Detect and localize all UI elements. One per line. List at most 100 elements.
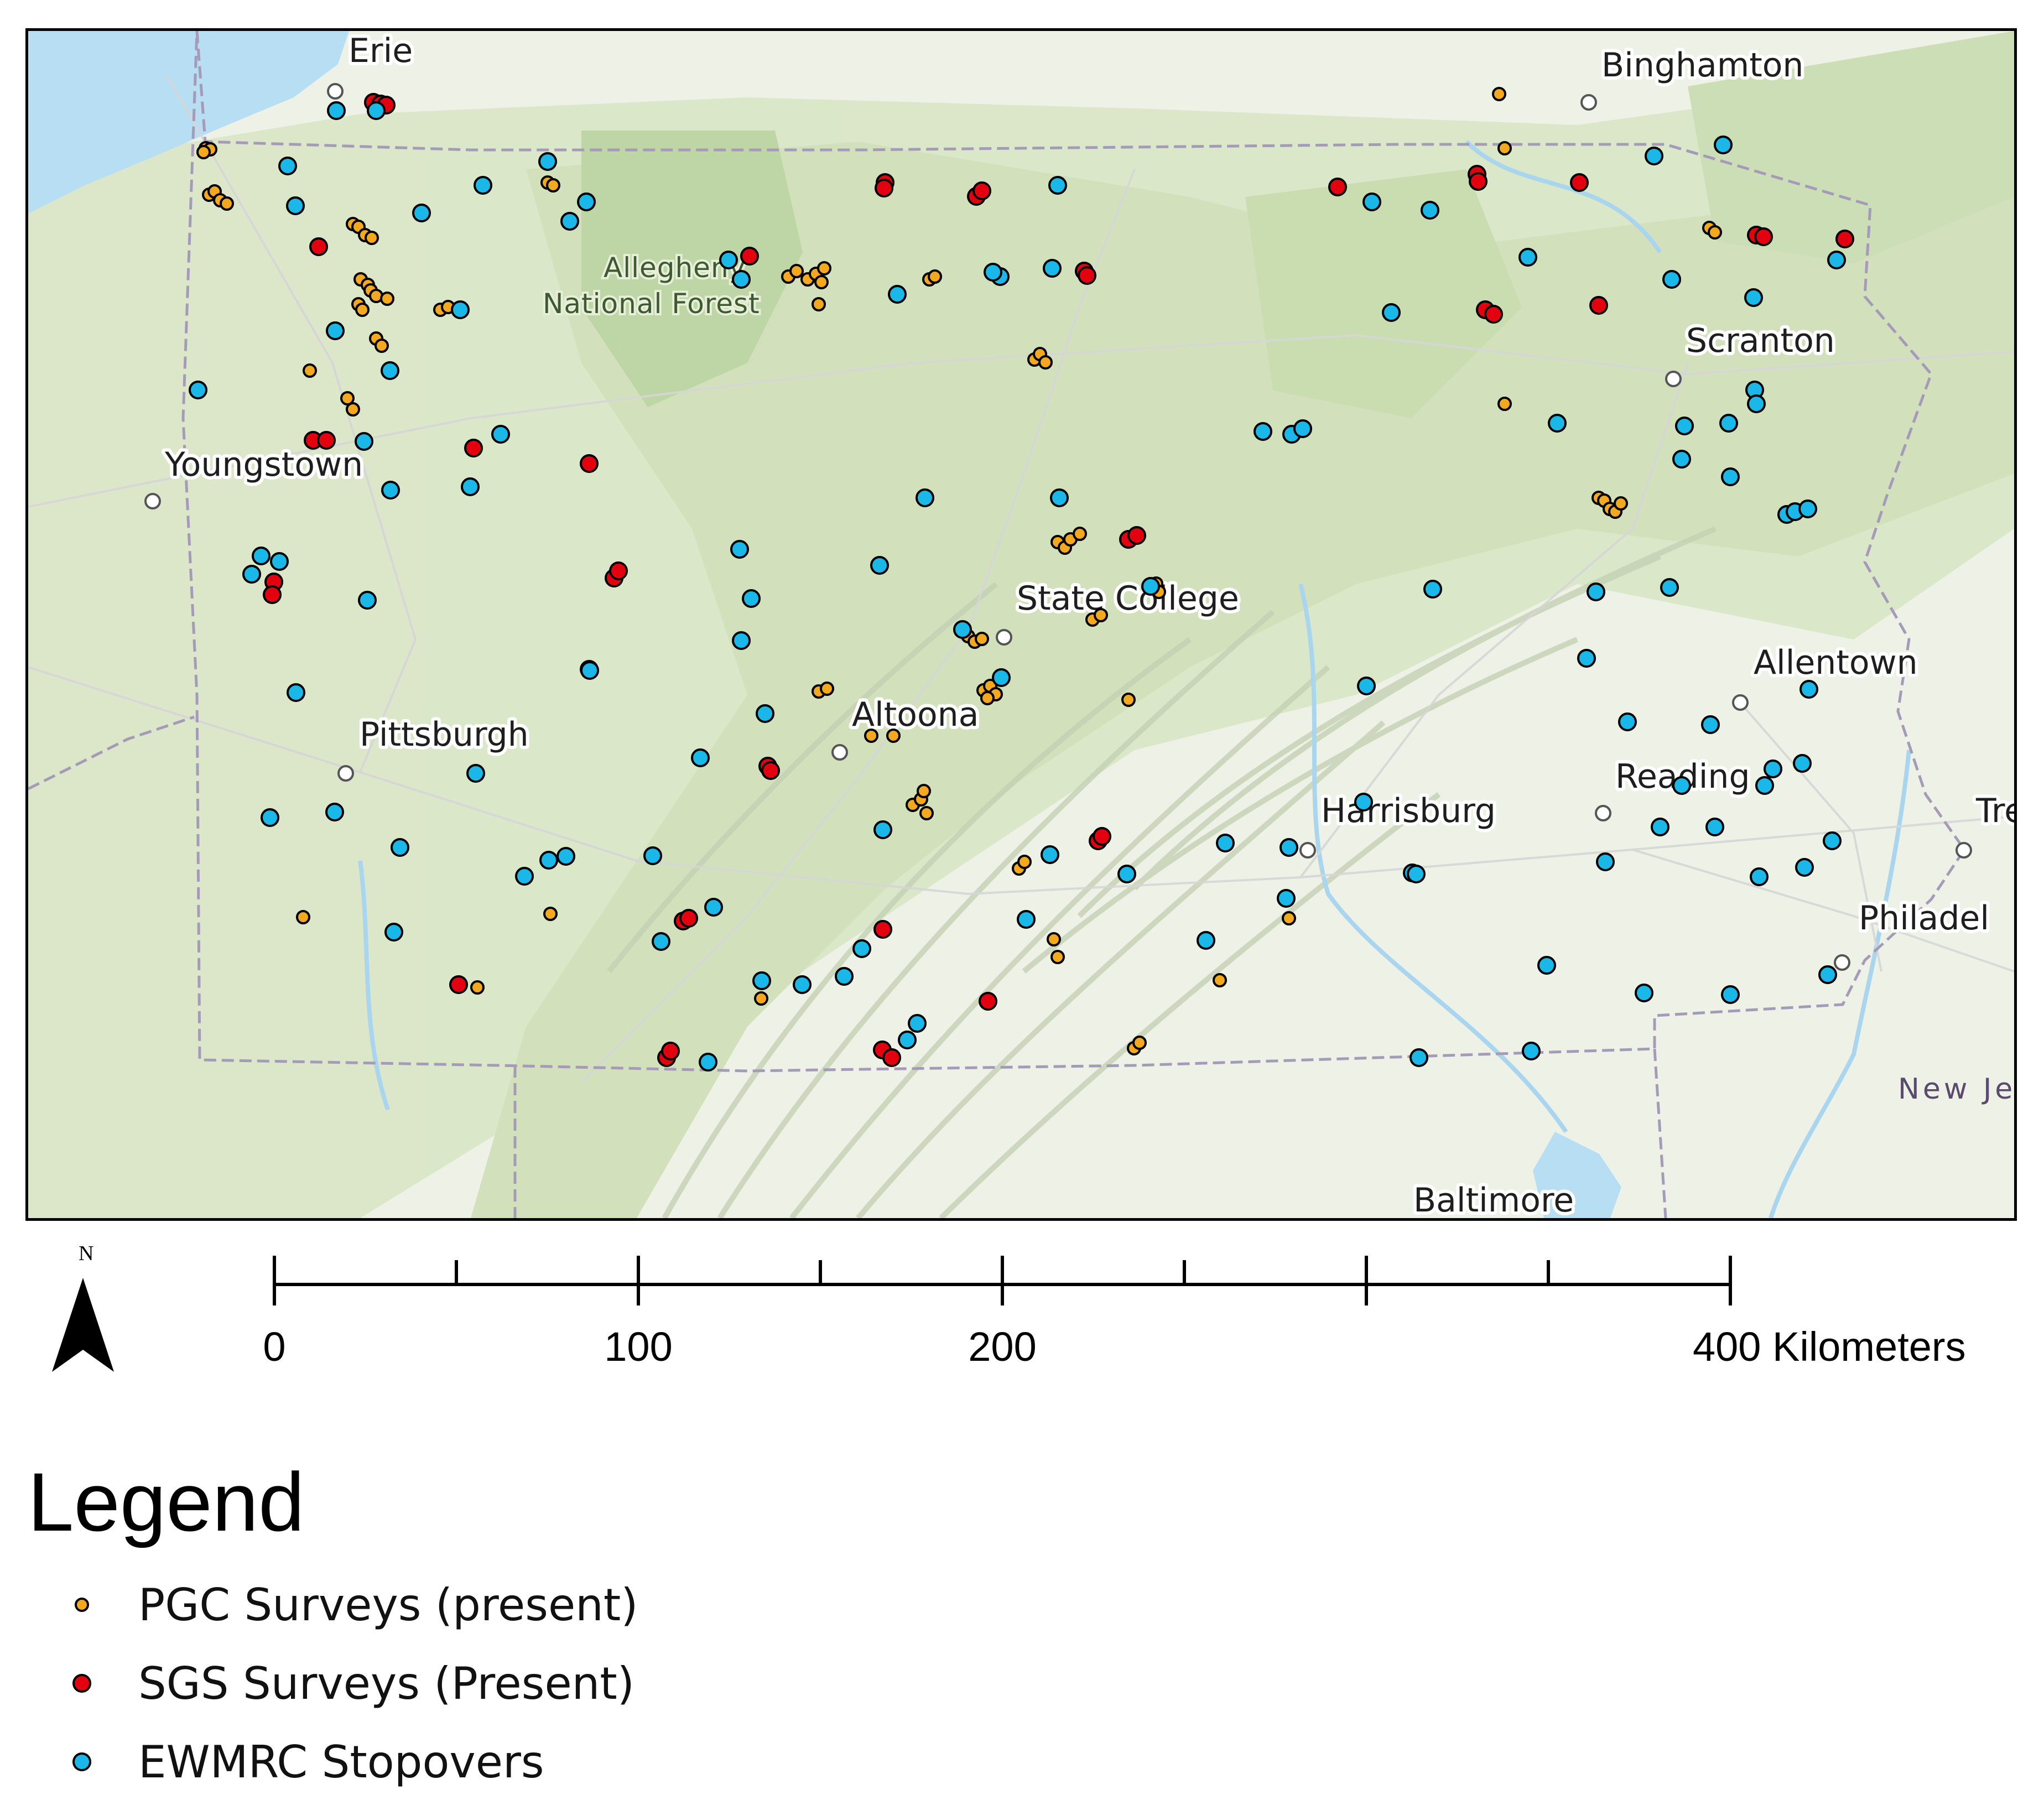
ewmrc-point [643,846,662,865]
ewmrc-point [1755,776,1774,795]
sgs-point [679,909,698,928]
ewmrc-point [474,176,492,195]
pgc-point [928,269,942,284]
ewmrc-point [1675,417,1694,435]
pgc-point [1213,973,1227,987]
city-label-pittsburgh: Pittsburgh [360,715,529,754]
ewmrc-point [270,552,289,571]
ewmrc-point [1354,793,1373,812]
state-label: New Jer [1898,1073,2014,1106]
pgc-point [1047,932,1061,946]
ewmrc-point [852,939,871,958]
rivers [358,140,1911,1218]
sgs-point [661,1042,680,1060]
ewmrc-point [1382,303,1401,322]
ewmrc-point [953,620,972,639]
ewmrc-point [652,932,670,951]
sgs-point [873,920,892,939]
pgc-point [1094,608,1108,622]
ewmrc-point [732,631,751,650]
ewmrc-point [560,212,579,231]
ewmrc-point [384,923,403,941]
ewmrc-point [391,838,409,857]
ewmrc-point [355,432,373,451]
ewmrc-point [278,157,297,175]
ewmrc-point [742,589,761,608]
ewmrc-point [1421,201,1439,220]
city-label-binghamton: Binghamton [1601,46,1803,85]
ewmrc-point [1293,419,1312,438]
ewmrc-point [732,270,751,289]
sgs-point [1754,227,1773,246]
pgc-point [814,275,829,289]
legend-item-ewmrc: EWMRC Stopovers [28,1723,638,1801]
sgs-point [1570,173,1589,192]
ewmrc-point [252,547,271,565]
ewmrc-point [461,477,480,496]
ewmrc-point [873,820,892,839]
pgc-point [975,632,989,646]
pgc-point [375,339,389,353]
pgc-point [1073,527,1087,541]
ewmrc-point [1662,270,1681,289]
ridge-layer [607,526,1717,1218]
pgc-point [303,363,317,378]
sgs-point [309,237,328,256]
legend-label-sgs: SGS Surveys (Present) [138,1657,634,1709]
ewmrc-point [752,971,771,990]
sgs-point [1835,230,1854,248]
ewmrc-point [793,975,812,994]
sgs-point [1127,526,1146,545]
city-marker-state-college [996,629,1012,646]
ewmrc-point [1719,414,1738,433]
ewmrc-point [381,481,400,500]
pgc-point [1121,693,1136,707]
pgc-point [365,231,379,245]
scale-label-0: 0 [263,1324,285,1370]
ewmrc-point [908,1014,927,1033]
pgc-point [1614,496,1628,511]
ewmrc-point [556,847,575,866]
ewmrc-point [1672,450,1691,469]
chesapeake-bay [1533,1132,1621,1218]
ewmrc-point [1197,931,1215,950]
sgs-point [580,454,599,473]
sgs-point [317,431,336,450]
city-label-philadel: Philadel [1859,899,1989,938]
city-marker-altoona [831,744,848,761]
sgs-point [449,975,468,994]
ewmrc-point [1141,577,1160,596]
pgc-point [1132,1036,1147,1050]
ewmrc-point [1043,259,1062,278]
ewmrc-point [358,591,377,610]
legend-title: Legend [28,1455,305,1548]
pgc-point [1038,355,1053,370]
city-marker-reading [1595,805,1611,821]
city-label-state-college: State College [1017,579,1239,618]
ewmrc-point [1518,248,1537,267]
city-marker-erie [327,83,344,100]
ewmrc-point [515,867,534,886]
ewmrc-point [326,321,345,340]
ewmrc-point [1522,1042,1541,1060]
ewmrc-point [1277,889,1296,908]
ewmrc-point [1635,984,1653,1002]
ewmrc-point [1041,845,1059,864]
city-marker-tre [1955,842,1972,859]
ewmrc-point [1645,147,1663,165]
legend-item-sgs: SGS Surveys (Present) [28,1644,638,1723]
ewmrc-point [719,251,738,269]
ewmrc-point [1548,414,1567,433]
ewmrc-point [1596,852,1615,871]
city-marker-allentown [1732,694,1749,711]
sgs-point [761,761,780,780]
forest-label-line1: Allegheny [604,252,746,284]
ewmrc-point [1747,394,1766,413]
city-marker-binghamton [1580,94,1597,111]
sgs-marker-icon [72,1674,91,1693]
ewmrc-point [538,152,557,171]
sgs-point [979,992,997,1011]
pgc-point [1497,141,1512,155]
basemap: Erie Binghamton Youngstown Scranton State Co… [28,31,2014,1218]
north-arrow: N [52,1242,114,1372]
